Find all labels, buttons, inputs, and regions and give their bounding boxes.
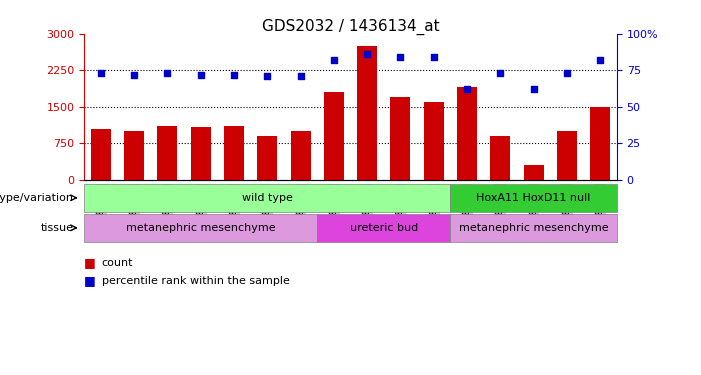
Text: count: count <box>102 258 133 267</box>
Text: wild type: wild type <box>242 193 293 203</box>
Text: genotype/variation: genotype/variation <box>0 193 74 203</box>
Point <box>495 70 506 76</box>
Text: percentile rank within the sample: percentile rank within the sample <box>102 276 290 285</box>
Point <box>295 73 306 79</box>
Text: ■: ■ <box>84 256 96 269</box>
Point <box>229 72 240 78</box>
Text: ■: ■ <box>84 274 96 287</box>
Point <box>128 72 139 78</box>
Bar <box>290 131 311 180</box>
Bar <box>590 107 610 180</box>
Bar <box>124 131 144 180</box>
Point <box>95 70 107 76</box>
Bar <box>191 128 210 180</box>
Text: tissue: tissue <box>41 223 74 233</box>
Bar <box>224 126 244 180</box>
Bar <box>423 102 444 180</box>
Point <box>362 51 373 57</box>
Point <box>328 57 339 63</box>
Point <box>562 70 573 76</box>
Text: ureteric bud: ureteric bud <box>350 223 418 233</box>
Bar <box>324 92 343 180</box>
Bar <box>157 126 177 180</box>
Bar <box>524 165 543 180</box>
Point <box>261 73 273 79</box>
Text: GDS2032 / 1436134_at: GDS2032 / 1436134_at <box>261 19 440 35</box>
Bar <box>90 129 111 180</box>
Point <box>395 54 406 60</box>
Point <box>428 54 440 60</box>
Point <box>528 86 539 92</box>
Text: metanephric mesenchyme: metanephric mesenchyme <box>459 223 608 233</box>
Point <box>461 86 472 92</box>
Bar <box>457 87 477 180</box>
Bar <box>490 136 510 180</box>
Bar <box>557 131 577 180</box>
Bar <box>357 46 377 180</box>
Text: metanephric mesenchyme: metanephric mesenchyme <box>126 223 275 233</box>
Bar <box>390 97 411 180</box>
Point <box>195 72 206 78</box>
Point <box>162 70 173 76</box>
Point <box>594 57 606 63</box>
Text: HoxA11 HoxD11 null: HoxA11 HoxD11 null <box>477 193 591 203</box>
Bar <box>257 136 278 180</box>
